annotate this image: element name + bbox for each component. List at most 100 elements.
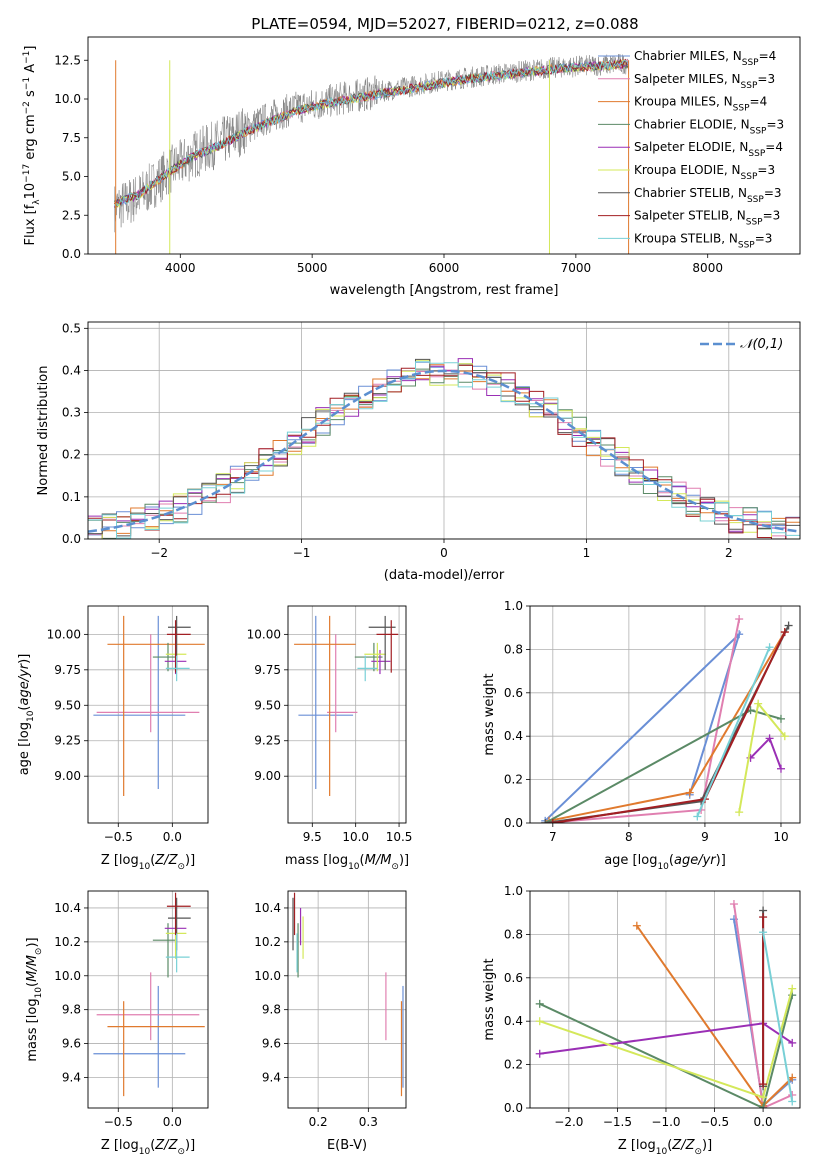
label-part: =4 [750, 95, 768, 109]
label-part: )] [185, 1138, 195, 1153]
y-axis-label: mass weight [482, 673, 497, 755]
label-part: )] [702, 1138, 712, 1153]
label-part: s [23, 90, 38, 101]
errorbar-point-2 [107, 615, 205, 797]
label-part: )] [716, 853, 726, 868]
y-tick-label: 10.4 [54, 901, 81, 915]
legend-entry-3: Chabrier ELODIE, NSSP=3 [634, 117, 784, 136]
x-tick-label: 2 [725, 546, 733, 560]
observed-spectrum [114, 53, 629, 233]
axes-frame [287, 890, 407, 1109]
x-tick-label: 9.5 [303, 830, 322, 844]
plot-area [288, 606, 406, 823]
histogram-3 [88, 368, 800, 539]
x-tick-label: −2 [150, 546, 168, 560]
y-axis-label: mass weight [482, 958, 497, 1040]
label-part: )] [17, 654, 32, 664]
x-tick-label: −1.0 [651, 1115, 680, 1129]
label-part: Salpeter STELIB, N [634, 209, 746, 223]
x-tick-label: 6000 [429, 261, 460, 275]
y-tick-label: 5.0 [62, 170, 81, 184]
panel-spectrum: 4000 5000 6000 7000 8000 0.0 2.5 5.0 7.5 10.0 12.5… [22, 36, 801, 298]
model-spectrum-7 [114, 58, 629, 205]
x-tick-label: 1 [583, 546, 591, 560]
label-part: Kroupa MILES, N [634, 95, 733, 109]
label-part: SSP [746, 218, 763, 228]
label-part: Z [log [618, 1138, 656, 1153]
weight-line-1 [733, 903, 793, 1108]
model-spectrum-6 [114, 58, 629, 208]
y-tick-label: 0.4 [504, 1014, 523, 1028]
x-tick-label: −0.5 [104, 830, 133, 844]
label-part: 10 [34, 987, 44, 999]
label-part: ( [360, 853, 365, 868]
label-part: ] [23, 46, 38, 51]
label-part: Z/Z [154, 1138, 178, 1153]
x-tick-label: −1.5 [603, 1115, 632, 1129]
y-tick-label: 0.2 [62, 448, 81, 462]
legend-entry-7: Salpeter STELIB, NSSP=3 [634, 209, 780, 228]
axes-frame [87, 36, 801, 255]
label-part: age/yr [17, 662, 32, 705]
label-part: Kroupa STELIB, N [634, 231, 738, 245]
errorbar-point-3 [152, 642, 176, 672]
x-axis-label: Z [log10(Z/Z⊙)] [101, 1138, 195, 1157]
errorbar-point-7 [376, 620, 399, 673]
y-tick-label: 1.0 [504, 599, 523, 613]
label-part: SSP [741, 81, 758, 91]
label-part: =3 [764, 186, 782, 200]
figure-title: PLATE=0594, MJD=52027, FIBERID=0212, z=0… [251, 15, 638, 33]
label-part: ( [669, 853, 674, 868]
label-part: ⊙ [177, 862, 185, 872]
y-tick-label: 10.2 [254, 935, 281, 949]
y-tick-label: 9.6 [62, 1037, 81, 1051]
y-axis-label: age [log10(age/yr)] [17, 654, 36, 776]
label-part: 10 [657, 862, 669, 872]
label-part: mass [log [285, 853, 348, 868]
label-part: Z/Z [154, 853, 178, 868]
label-part: =4 [765, 140, 783, 154]
label-part: 10 [23, 183, 38, 200]
y-tick-label: 9.00 [254, 769, 281, 783]
label-part: mass [log [25, 998, 40, 1061]
y-tick-label: 0.0 [504, 816, 523, 830]
legend-entry-0: Chabrier MILES, NSSP=4 [634, 49, 776, 68]
y-axis-label: Flux [fλ10−17 erg cm−2 s−1 A−1] [22, 46, 42, 246]
axes-frame [87, 321, 801, 540]
label-part: SSP [750, 126, 767, 136]
x-axis-label: Z [log10(Z/Z⊙)] [101, 853, 195, 872]
legend-entry-4: Salpeter ELODIE, NSSP=4 [634, 140, 783, 159]
model-spectrum-4 [114, 59, 629, 208]
label-part: ( [667, 1138, 672, 1153]
x-tick-label: 0.2 [309, 1115, 328, 1129]
x-tick-label: 10.0 [342, 830, 369, 844]
label-part: Salpeter MILES, N [634, 72, 741, 86]
y-tick-label: 0.3 [62, 406, 81, 420]
label-part: Chabrier STELIB, N [634, 186, 747, 200]
y-tick-label: 9.50 [54, 698, 81, 712]
weight-line-7 [552, 631, 786, 823]
plot-area [288, 891, 406, 1108]
errorbar-point-8 [165, 655, 190, 682]
label-part: =3 [755, 231, 773, 245]
y-tick-label: 0.2 [504, 1058, 523, 1072]
label-part: A [23, 64, 38, 77]
label-part: )] [399, 853, 409, 868]
y-tick-label: 9.25 [54, 734, 81, 748]
errorbar-point-2 [107, 1001, 205, 1097]
model-spectrum-8 [114, 59, 629, 207]
histogram-8 [88, 361, 800, 539]
panel-weight-vs-Z: −2.0 −1.5 −1.0 −0.5 0.0 0.0 0.2 0.4 0.6 0.8 1.0 Z [… [482, 884, 801, 1157]
errorbar-point-1 [327, 634, 358, 733]
histogram-6 [88, 358, 800, 537]
label-part: Z [log [101, 853, 139, 868]
label-part: Kroupa ELODIE, N [634, 163, 741, 177]
axes-frame [87, 890, 209, 1109]
x-tick-label: 8000 [692, 261, 723, 275]
label-part: age/yr [674, 853, 717, 868]
x-tick-label: 7000 [561, 261, 592, 275]
y-axis-label: Normed distribution [36, 366, 51, 496]
x-tick-label: −1 [293, 546, 311, 560]
